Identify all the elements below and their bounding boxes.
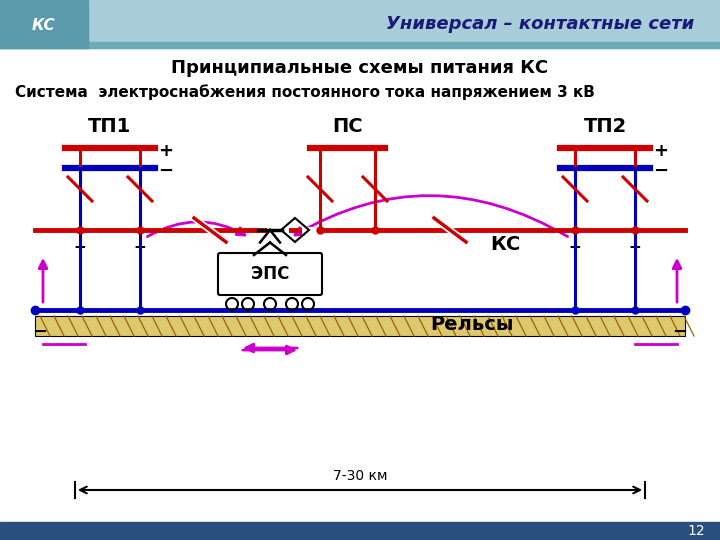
Text: Рельсы: Рельсы: [430, 314, 513, 334]
Text: +: +: [134, 240, 146, 255]
Text: ЭПС: ЭПС: [251, 265, 289, 283]
Text: −: −: [653, 162, 668, 180]
Text: ТП2: ТП2: [583, 117, 626, 136]
Text: +: +: [158, 142, 173, 160]
Text: 7-30 км: 7-30 км: [333, 469, 387, 483]
Text: −: −: [158, 162, 173, 180]
Text: 12: 12: [688, 524, 705, 538]
Bar: [0, 522, 720, 540]
Text: +: +: [73, 240, 86, 255]
Bar: [0, 0, 88, 48]
Text: КС: КС: [32, 18, 56, 33]
Text: Принципиальные схемы питания КС: Принципиальные схемы питания КС: [171, 59, 549, 77]
Text: +: +: [629, 240, 642, 255]
Text: −: −: [32, 323, 48, 341]
Bar: [35, 316, 685, 336]
Text: +: +: [653, 142, 668, 160]
Text: Система  электроснабжения постоянного тока напряжением 3 кВ: Система электроснабжения постоянного ток…: [15, 84, 595, 100]
Text: −: −: [672, 323, 688, 341]
Text: ПС: ПС: [332, 117, 363, 136]
Bar: [0, 0, 720, 48]
Text: КС: КС: [490, 234, 521, 253]
FancyBboxPatch shape: [218, 253, 322, 295]
Text: ТП1: ТП1: [89, 117, 132, 136]
Text: +: +: [569, 240, 581, 255]
Bar: [0, 42, 720, 48]
Text: Универсал – контактные сети: Универсал – контактные сети: [386, 15, 694, 33]
